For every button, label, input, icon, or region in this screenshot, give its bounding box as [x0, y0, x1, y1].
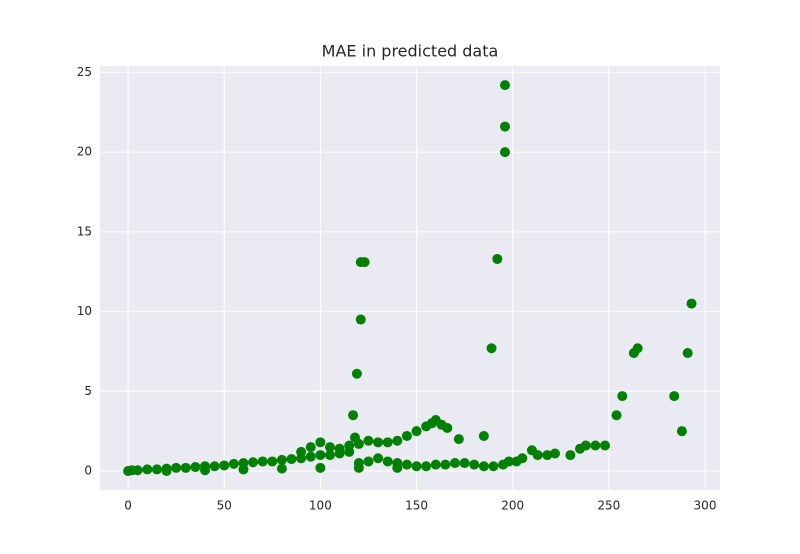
- point: [348, 410, 359, 421]
- point: [325, 450, 335, 461]
- point: [486, 343, 497, 354]
- point: [500, 80, 510, 91]
- point: [305, 442, 316, 453]
- point: [550, 448, 560, 459]
- point: [228, 458, 239, 469]
- point: [450, 458, 460, 469]
- point: [682, 348, 693, 359]
- point: [325, 442, 335, 453]
- point: [151, 464, 162, 475]
- x-tick-label: 0: [124, 499, 132, 513]
- y-tick-label: 0: [84, 464, 92, 478]
- point: [238, 464, 249, 475]
- point: [500, 121, 510, 132]
- point: [611, 410, 622, 421]
- point: [355, 314, 366, 325]
- y-tick-label: 10: [77, 304, 92, 318]
- y-tick-label: 5: [84, 384, 92, 398]
- point: [315, 450, 326, 461]
- point: [359, 257, 370, 268]
- point: [171, 462, 182, 473]
- point: [430, 459, 441, 470]
- point: [257, 456, 268, 467]
- point: [478, 430, 489, 441]
- point: [248, 457, 259, 468]
- point: [351, 368, 362, 379]
- point: [401, 430, 412, 441]
- point: [686, 298, 697, 309]
- point: [373, 437, 384, 448]
- y-tick-label: 15: [77, 224, 92, 238]
- point: [392, 435, 403, 446]
- x-tick-label: 250: [597, 499, 620, 513]
- y-tick-label: 25: [77, 65, 92, 79]
- point: [532, 450, 543, 461]
- point: [334, 443, 345, 454]
- point: [305, 451, 316, 462]
- point: [492, 253, 503, 264]
- point: [617, 391, 628, 402]
- point: [209, 461, 220, 472]
- point: [353, 438, 364, 449]
- point: [219, 460, 230, 471]
- point: [440, 459, 451, 470]
- point: [161, 466, 172, 477]
- point: [676, 426, 687, 437]
- point: [590, 440, 601, 451]
- point: [142, 464, 153, 475]
- x-tick-label: 100: [309, 499, 332, 513]
- point: [344, 440, 355, 451]
- x-tick-label: 300: [694, 499, 717, 513]
- point: [421, 461, 432, 472]
- point: [276, 454, 287, 465]
- point: [503, 456, 514, 467]
- point: [517, 453, 528, 464]
- chart-title: MAE in predicted data: [322, 42, 499, 61]
- point: [132, 465, 143, 476]
- y-tick-label: 20: [77, 145, 92, 159]
- point: [669, 391, 680, 402]
- point: [296, 446, 307, 457]
- point: [315, 462, 326, 473]
- point: [453, 434, 464, 445]
- point: [580, 440, 591, 451]
- x-tick-label: 50: [217, 499, 232, 513]
- point: [478, 461, 489, 472]
- point: [488, 461, 499, 472]
- point: [353, 462, 364, 473]
- point: [500, 147, 510, 158]
- point: [382, 437, 393, 448]
- point: [469, 459, 480, 470]
- point: [382, 456, 393, 467]
- point: [200, 465, 210, 476]
- point: [430, 414, 441, 425]
- point: [411, 461, 422, 472]
- point: [401, 459, 412, 470]
- point: [190, 462, 201, 473]
- point: [565, 450, 576, 461]
- point: [315, 437, 326, 448]
- point: [276, 463, 287, 474]
- point: [411, 426, 422, 437]
- point: [392, 462, 403, 473]
- point: [180, 462, 191, 473]
- point: [373, 453, 384, 464]
- x-tick-label: 150: [405, 499, 428, 513]
- point: [363, 435, 374, 446]
- point: [442, 422, 453, 433]
- x-tick-label: 200: [501, 499, 524, 513]
- plot-area: [100, 66, 720, 490]
- point: [267, 456, 278, 467]
- point: [600, 440, 610, 451]
- point: [363, 456, 374, 467]
- point: [459, 458, 470, 469]
- point: [632, 343, 643, 354]
- point: [286, 454, 297, 465]
- point: [542, 450, 553, 461]
